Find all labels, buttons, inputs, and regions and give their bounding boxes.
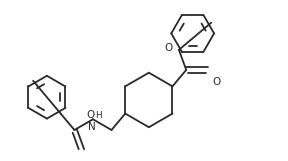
Text: H: H (95, 111, 101, 120)
Text: N: N (88, 122, 96, 132)
Text: O: O (86, 110, 94, 120)
Text: O: O (213, 77, 221, 87)
Text: O: O (165, 43, 173, 53)
